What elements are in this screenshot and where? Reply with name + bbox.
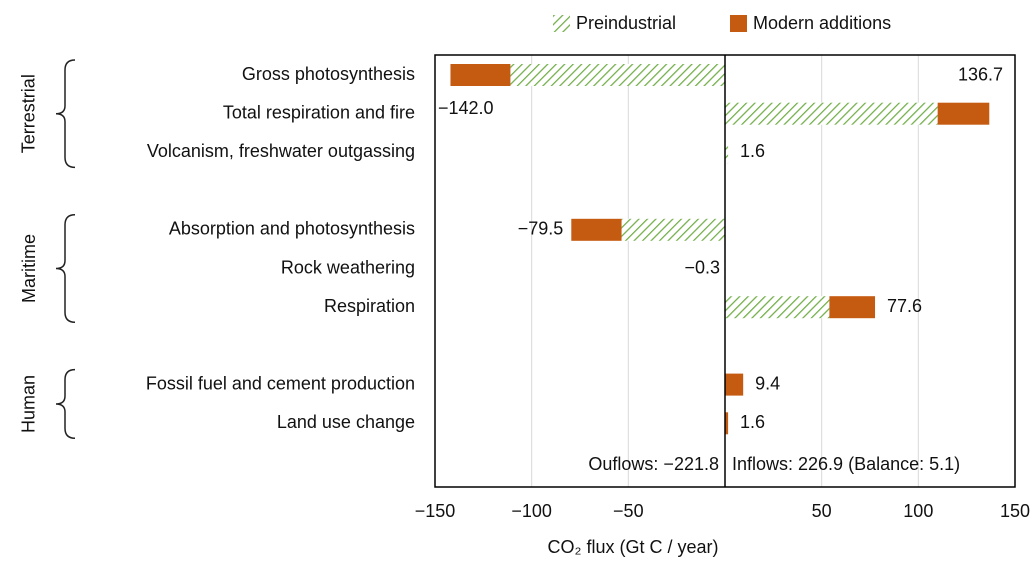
value-label: −79.5: [518, 219, 564, 239]
category-label: Absorption and photosynthesis: [169, 219, 415, 239]
value-label: 77.6: [887, 296, 922, 316]
legend-swatch: [553, 15, 570, 32]
category-label: Gross photosynthesis: [242, 64, 415, 84]
bar-segment: [725, 102, 938, 125]
x-tick-label: 50: [812, 501, 832, 521]
category-label: Volcanism, freshwater outgassing: [147, 141, 415, 161]
group-brace: [55, 214, 76, 323]
value-label: 9.4: [755, 373, 780, 393]
category-label: Total respiration and fire: [223, 102, 415, 122]
bar-segment: [725, 412, 729, 435]
legend-swatch: [730, 15, 747, 32]
category-label: Land use change: [277, 412, 415, 432]
bar-segment: [725, 373, 744, 396]
group-label: Human: [19, 375, 39, 433]
x-tick-label: 150: [1000, 501, 1030, 521]
value-label: −0.3: [684, 257, 720, 277]
bar-segment: [725, 141, 729, 164]
value-label: 1.6: [740, 141, 765, 161]
x-tick-label: −150: [415, 501, 456, 521]
annotation: Inflows: 226.9 (Balance: 5.1): [732, 454, 960, 474]
group-brace: [55, 59, 76, 169]
bar-segment: [450, 64, 511, 86]
legend-label: Preindustrial: [576, 13, 676, 33]
x-axis-label: CO₂ flux (Gt C / year): [547, 537, 718, 557]
bar-segment: [725, 296, 830, 319]
x-tick-label: −50: [613, 501, 644, 521]
bar-segment: [829, 296, 876, 319]
bar-segment: [510, 64, 725, 86]
legend-label: Modern additions: [753, 13, 891, 33]
bar-segment: [937, 102, 990, 125]
x-tick-label: 100: [903, 501, 933, 521]
bar-segment: [571, 218, 622, 241]
category-label: Fossil fuel and cement production: [146, 373, 415, 393]
value-label: 1.6: [740, 412, 765, 432]
value-label: −142.0: [438, 98, 494, 118]
annotation: Ouflows: −221.8: [588, 454, 719, 474]
group-label: Terrestrial: [19, 74, 39, 153]
bar-segment: [621, 218, 725, 241]
x-tick-label: −100: [511, 501, 552, 521]
category-label: Rock weathering: [281, 257, 415, 277]
category-label: Respiration: [324, 296, 415, 316]
value-label: 136.7: [958, 64, 1003, 84]
group-label: Maritime: [19, 234, 39, 303]
group-brace: [55, 368, 76, 440]
